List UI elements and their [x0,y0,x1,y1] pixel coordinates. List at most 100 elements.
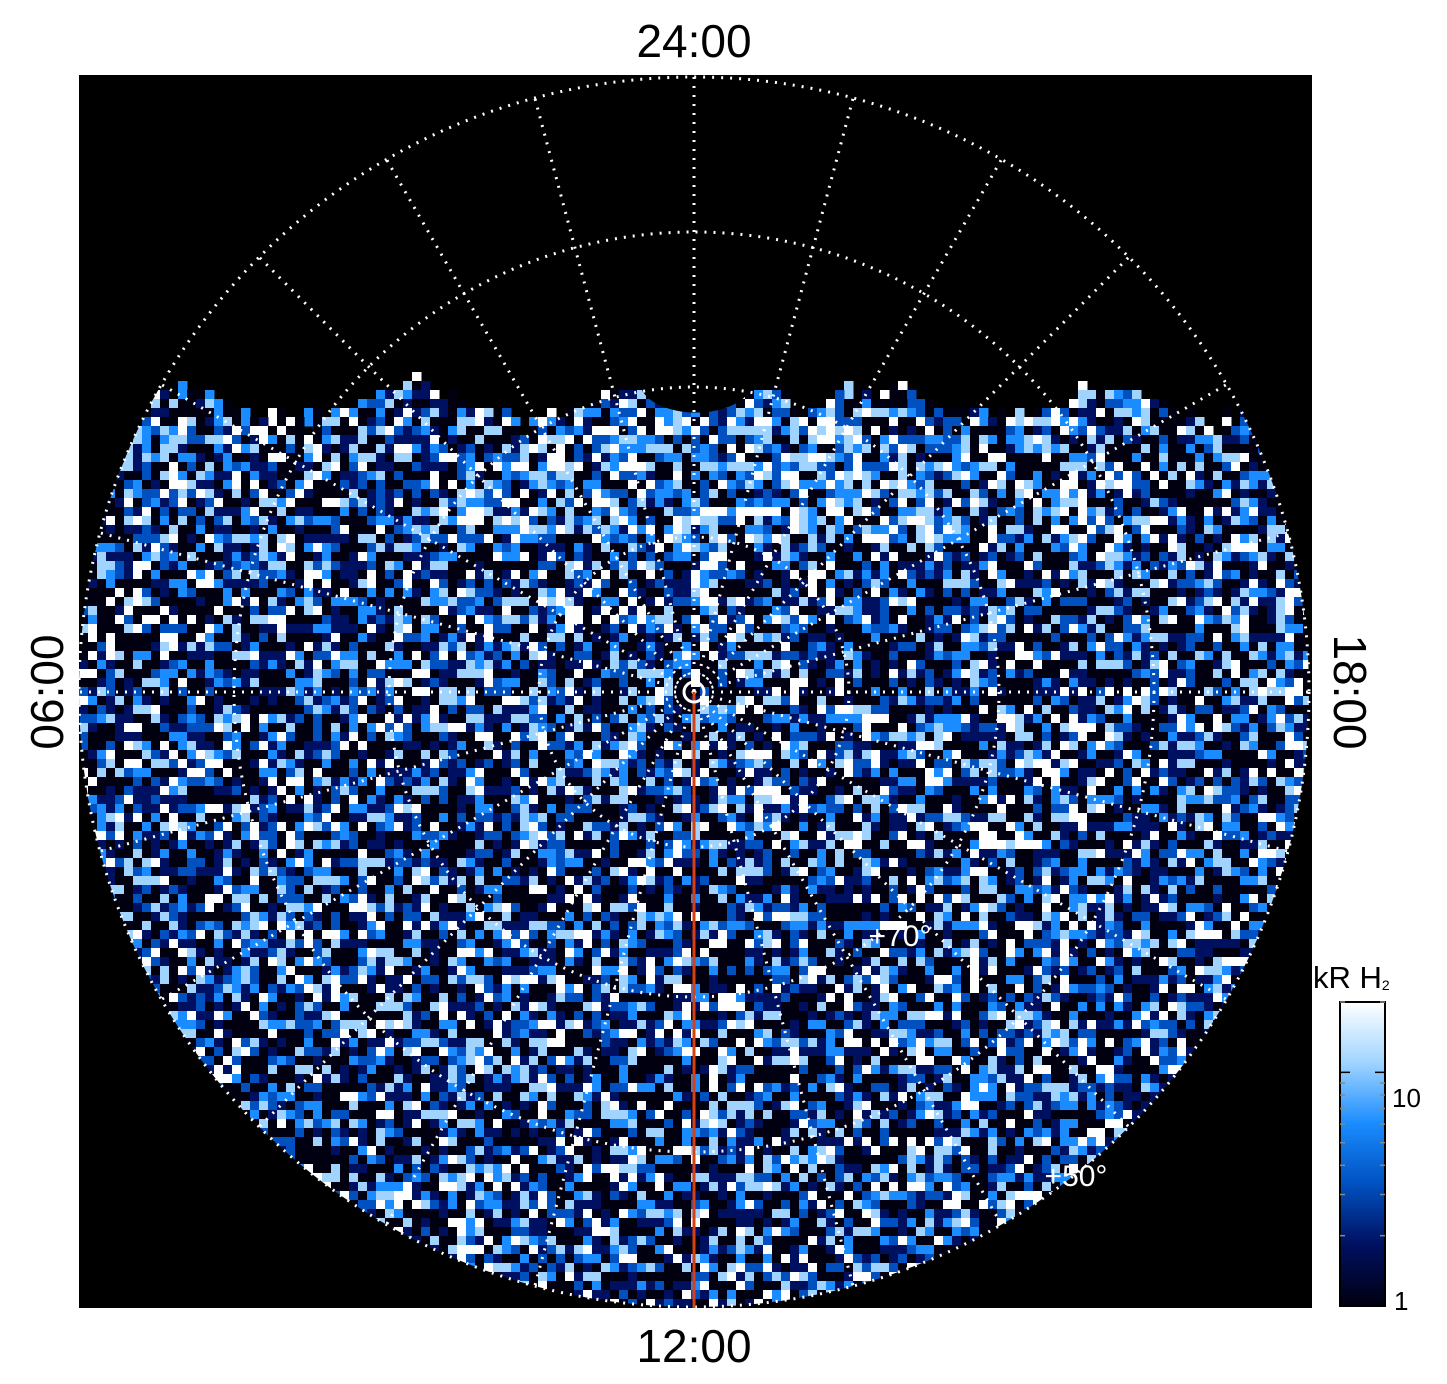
data-pixel [115,579,125,589]
data-pixel [1294,696,1304,706]
data-pixel [313,633,323,643]
data-pixel [1141,714,1151,724]
data-pixel [1087,597,1097,607]
data-pixel [1258,606,1268,616]
data-pixel [457,723,467,733]
data-pixel [817,705,827,715]
data-pixel [250,714,260,724]
data-pixel [1267,606,1277,616]
data-pixel [1240,579,1250,589]
data-pixel [853,597,863,607]
data-pixel [835,714,845,724]
data-pixel [835,660,845,670]
data-pixel [1096,624,1106,634]
data-pixel [781,651,791,661]
data-pixel [943,597,953,607]
data-pixel [1051,597,1061,607]
data-pixel [331,651,341,661]
data-pixel [817,660,827,670]
data-pixel [556,624,566,634]
data-pixel [1069,723,1079,733]
data-pixel [403,732,413,742]
data-pixel [367,579,377,589]
data-pixel [475,678,485,688]
data-pixel [655,597,665,607]
data-pixel [736,642,746,652]
data-pixel [1231,669,1241,679]
data-pixel [1285,597,1295,607]
data-pixel [1222,678,1232,688]
data-pixel [817,714,827,724]
data-pixel [1078,615,1088,625]
data-pixel [430,714,440,724]
data-pixel [241,714,251,724]
data-pixel [628,651,638,661]
data-pixel [493,651,503,661]
data-pixel [412,561,422,571]
data-pixel [367,660,377,670]
data-pixel [205,732,215,742]
data-pixel [124,696,134,706]
data-pixel [358,660,368,670]
data-pixel [304,561,314,571]
data-pixel [817,633,827,643]
data-pixel [1132,588,1142,598]
data-pixel [880,732,890,742]
data-pixel [259,606,269,616]
data-pixel [1267,615,1277,625]
data-pixel [466,579,476,589]
data-pixel [250,732,260,742]
data-pixel [277,660,287,670]
data-pixel [853,714,863,724]
data-pixel [745,579,755,589]
data-pixel [1195,624,1205,634]
data-pixel [1159,606,1169,616]
data-pixel [232,579,242,589]
data-pixel [898,588,908,598]
data-pixel [214,651,224,661]
data-pixel [502,669,512,679]
data-pixel [961,642,971,652]
data-pixel [1006,642,1016,652]
data-pixel [592,696,602,706]
data-pixel [691,579,701,589]
data-pixel [1141,660,1151,670]
data-pixel [808,678,818,688]
data-pixel [961,669,971,679]
data-pixel [682,561,692,571]
data-pixel [808,714,818,724]
data-pixel [1222,651,1232,661]
data-pixel [268,624,278,634]
data-pixel [502,651,512,661]
data-pixel [907,705,917,715]
data-pixel [952,570,962,580]
data-pixel [502,714,512,724]
data-pixel [268,588,278,598]
data-pixel [907,390,917,409]
data-pixel [196,606,206,616]
data-pixel [151,615,161,625]
data-pixel [484,669,494,679]
data-pixel [952,642,962,652]
data-pixel [1186,669,1196,679]
data-pixel [1213,588,1223,598]
data-pixel [106,615,116,625]
data-pixel [700,633,710,643]
data-pixel [1024,660,1034,670]
data-pixel [979,624,989,634]
data-pixel [241,651,251,661]
data-pixel [520,624,530,634]
data-pixel [484,705,494,715]
data-pixel [466,597,476,607]
data-pixel [313,705,323,715]
data-pixel [169,588,179,598]
data-pixel [1159,678,1169,688]
data-pixel [1177,615,1187,625]
data-pixel [457,696,467,706]
data-pixel [673,606,683,616]
data-pixel [916,732,926,742]
data-pixel [871,696,881,706]
data-pixel [1069,678,1079,688]
data-pixel [1096,597,1106,607]
data-pixel [1231,633,1241,643]
